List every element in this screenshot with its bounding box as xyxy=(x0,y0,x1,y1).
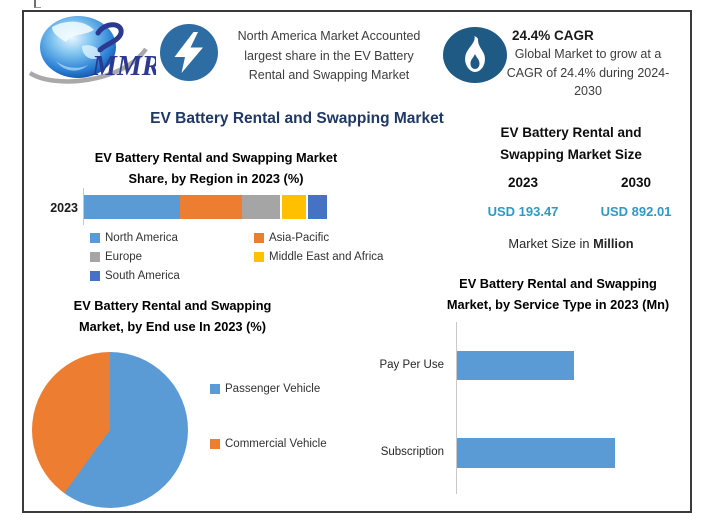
mmr-logo: MMR xyxy=(26,13,160,91)
stacked-segment-south-america xyxy=(307,195,327,219)
globe-icon: MMR xyxy=(28,16,160,84)
service-chart-title: EV Battery Rental and Swapping Market, b… xyxy=(424,274,692,315)
region-chart-title: EV Battery Rental and Swapping Market Sh… xyxy=(60,148,372,189)
region-stacked-bar xyxy=(84,195,327,219)
enduse-legend: Passenger Vehicle Commercial Vehicle xyxy=(210,379,327,489)
legend-item-south-america: South America xyxy=(90,266,254,285)
legend-label: Middle East and Africa xyxy=(269,250,384,263)
legend-item-passenger-vehicle: Passenger Vehicle xyxy=(210,379,327,398)
stacked-segment-asia-pacific xyxy=(179,195,242,219)
lightning-icon xyxy=(160,24,218,81)
service-row-subscription: Subscription xyxy=(352,438,692,468)
legend-label: South America xyxy=(105,269,180,282)
service-bar-subscription xyxy=(457,438,615,468)
enduse-chart-title-line: Market, by End use In 2023 (%) xyxy=(78,318,267,334)
legend-item-europe: Europe xyxy=(90,247,254,266)
legend-label: Europe xyxy=(105,250,143,263)
market-size-value-2023: USD 193.47 xyxy=(487,204,559,219)
market-size-unit-note: Market Size in Million xyxy=(465,236,677,251)
enduse-pie-chart xyxy=(32,352,188,508)
crop-artifact xyxy=(34,0,41,8)
cagr-line: Global Market to grow at a xyxy=(514,47,662,61)
service-chart-title-line: Market, by Service Type in 2023 (Mn) xyxy=(446,296,670,312)
legend-item-asia-pacific: Asia-Pacific xyxy=(254,228,430,247)
cagr-line: CAGR of 24.4% during 2024- xyxy=(506,65,670,80)
cagr-body: Global Market to grow at a CAGR of 24.4%… xyxy=(502,45,674,101)
legend-swatch-icon xyxy=(90,232,100,243)
service-bar-chart: Pay Per Use Subscription xyxy=(352,320,692,500)
legend-item-middle-east-and-africa: Middle East and Africa xyxy=(254,247,430,266)
market-size-year-2030: 2030 xyxy=(620,175,652,190)
region-legend: North America Asia-Pacific Europe Middle Ea… xyxy=(90,228,390,285)
unit-note-prefix: Market Size in xyxy=(508,236,594,251)
flame-icon xyxy=(443,27,507,83)
legend-item-north-america: North America xyxy=(90,228,254,247)
legend-label: Asia-Pacific xyxy=(269,231,330,244)
banner-line: North America Market Accounted xyxy=(237,29,421,43)
service-category-label: Pay Per Use xyxy=(379,359,444,371)
legend-swatch-icon xyxy=(254,251,264,262)
stacked-segment-europe xyxy=(241,195,280,219)
service-row-pay-per-use: Pay Per Use xyxy=(352,351,692,380)
service-axis-line xyxy=(456,322,457,494)
market-size-title-line: EV Battery Rental and xyxy=(500,125,642,140)
enduse-chart-title: EV Battery Rental and Swapping Market, b… xyxy=(40,296,305,337)
enduse-chart-title-line: EV Battery Rental and Swapping xyxy=(73,298,272,313)
unit-note-bold: Million xyxy=(593,236,634,251)
service-category-label: Subscription xyxy=(380,446,444,458)
legend-swatch-icon xyxy=(210,383,220,394)
banner-text: North America Market Accounted largest s… xyxy=(220,27,438,86)
legend-swatch-icon xyxy=(90,270,100,281)
page-title: EV Battery Rental and Swapping Market xyxy=(150,110,444,127)
stacked-segment-middle-east-and-africa xyxy=(281,195,306,219)
stacked-segment-north-america xyxy=(84,195,180,219)
cagr-line: 2030 xyxy=(574,84,602,98)
region-chart-title-line: EV Battery Rental and Swapping Market xyxy=(94,150,338,165)
legend-label: Passenger Vehicle xyxy=(225,382,321,395)
region-year-label: 2023 xyxy=(50,201,78,215)
region-axis-line xyxy=(83,188,84,225)
legend-swatch-icon xyxy=(90,251,100,262)
legend-swatch-icon xyxy=(210,438,220,449)
banner-line: Rental and Swapping Market xyxy=(248,68,410,82)
service-bar-pay-per-use xyxy=(457,351,574,380)
banner-line: largest share in the EV Battery xyxy=(244,48,414,63)
logo-wordmark: MMR xyxy=(91,51,156,82)
market-size-title-line: Swapping Market Size xyxy=(500,146,642,162)
legend-label: Commercial Vehicle xyxy=(225,437,327,450)
market-size-value-2030: USD 892.01 xyxy=(600,204,672,219)
market-size-year-2023: 2023 xyxy=(507,175,539,190)
legend-label: North America xyxy=(105,231,178,244)
cagr-heading: 24.4% CAGR xyxy=(512,28,594,43)
service-chart-title-line: EV Battery Rental and Swapping xyxy=(459,276,657,291)
region-chart-title-line: Share, by Region in 2023 (%) xyxy=(128,170,304,186)
legend-item-commercial-vehicle: Commercial Vehicle xyxy=(210,434,327,453)
market-size-title: EV Battery Rental and Swapping Market Si… xyxy=(465,122,677,165)
legend-swatch-icon xyxy=(254,232,264,243)
